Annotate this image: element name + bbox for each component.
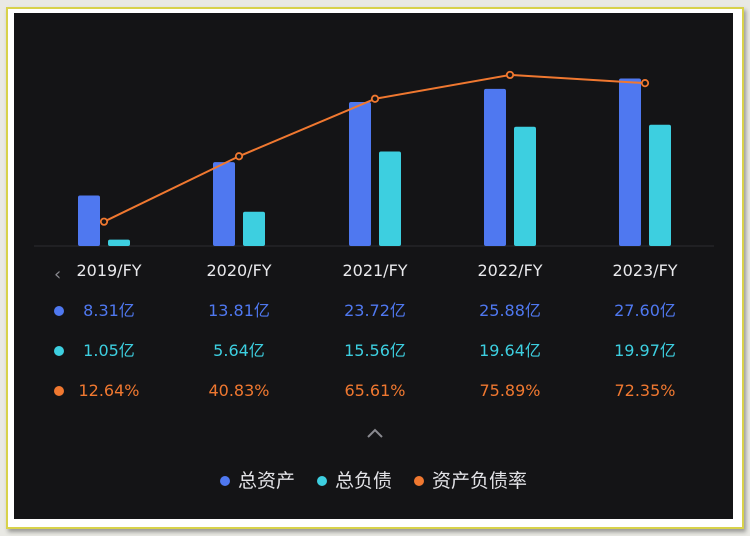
total-liabilities-row: 1.05亿 5.64亿 15.56亿 19.64亿 19.97亿	[14, 339, 733, 363]
value-label-2-4: 72.35%	[614, 381, 676, 400]
total-assets-row: 8.31亿 13.81亿 23.72亿 25.88亿 27.60亿	[14, 299, 733, 323]
year-label-2: 2021/FY	[342, 261, 408, 280]
value-label-0-2: 23.72亿	[344, 301, 406, 320]
value-label-2-1: 40.83%	[208, 381, 270, 400]
value-label-0-0: 8.31亿	[83, 301, 135, 320]
year-label-0: 2019/FY	[76, 261, 142, 280]
legend-swatch	[316, 476, 327, 486]
year-label-4: 2023/FY	[612, 261, 678, 280]
value-label-1-1: 5.64亿	[213, 341, 265, 360]
total-liabilities-bar-1	[243, 211, 265, 246]
legend-label: 资产负债率	[432, 470, 528, 492]
value-label-0-3: 25.88亿	[479, 301, 541, 320]
legend-swatch	[414, 476, 424, 486]
debt-ratio-point-2	[370, 94, 380, 103]
legend: 总资产 总负债 资产负债率	[14, 468, 733, 494]
debt-ratio-point-0	[99, 217, 109, 226]
debt-ratio-row: 12.64% 40.83% 65.61% 75.89% 72.35%	[14, 379, 733, 403]
legend-label: 总资产	[237, 470, 295, 492]
series-dot	[54, 386, 64, 396]
total-assets-bar-4	[619, 78, 641, 246]
value-label-0-1: 13.81亿	[208, 301, 270, 320]
value-label-1-3: 19.64亿	[479, 341, 541, 360]
chart-panel: ‹ 2019/FY 2020/FY 2021/FY 2022/FY 2023/FY 8.…	[14, 13, 733, 519]
year-label-1: 2020/FY	[206, 261, 272, 280]
value-label-2-0: 12.64%	[78, 381, 140, 400]
year-row: 2019/FY 2020/FY 2021/FY 2022/FY 2023/FY	[14, 259, 733, 283]
legend-item-2[interactable]: 资产负债率	[414, 468, 527, 494]
series-dot	[54, 306, 64, 316]
debt-ratio-point-1	[234, 152, 244, 161]
year-label-3: 2022/FY	[477, 261, 543, 280]
value-label-1-4: 19.97亿	[614, 341, 676, 360]
total-liabilities-bar-2	[379, 151, 401, 246]
total-liabilities-bar-0	[108, 239, 130, 246]
value-label-0-4: 27.60亿	[614, 301, 676, 320]
legend-item-1[interactable]: 总负债	[316, 468, 392, 494]
value-label-2-3: 75.89%	[479, 381, 541, 400]
chevron-up-icon[interactable]	[365, 423, 385, 443]
value-label-1-2: 15.56亿	[344, 341, 406, 360]
value-label-1-0: 1.05亿	[83, 341, 135, 360]
total-liabilities-bar-3	[514, 126, 536, 246]
total-assets-bar-0	[78, 195, 100, 246]
debt-ratio-point-3	[505, 70, 515, 80]
total-assets-bar-2	[349, 102, 371, 247]
total-liabilities-bar-4	[649, 124, 671, 246]
value-label-2-2: 65.61%	[344, 381, 406, 400]
total-assets-bar-1	[213, 162, 235, 246]
series-dot	[54, 346, 64, 356]
chart-plot	[34, 70, 714, 247]
legend-swatch	[219, 476, 230, 486]
chevron-left-icon[interactable]: ‹	[54, 264, 62, 285]
legend-label: 总负债	[334, 470, 392, 492]
legend-item-0[interactable]: 总资产	[219, 468, 295, 494]
total-assets-bar-3	[484, 88, 506, 246]
debt-ratio-point-4	[640, 79, 650, 88]
